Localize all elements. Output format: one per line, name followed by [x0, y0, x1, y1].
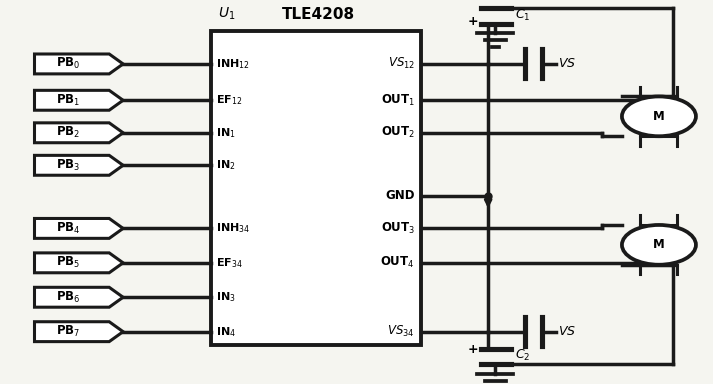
Text: $VS_{12}$: $VS_{12}$ — [388, 56, 415, 71]
Text: PB$_0$: PB$_0$ — [56, 56, 81, 71]
Circle shape — [622, 225, 696, 265]
Text: +: + — [467, 343, 478, 356]
Text: IN$_4$: IN$_4$ — [216, 325, 237, 339]
Polygon shape — [34, 54, 123, 74]
Polygon shape — [34, 287, 123, 307]
Text: OUT$_2$: OUT$_2$ — [381, 125, 415, 140]
Text: +: + — [467, 15, 478, 28]
Text: $VS$: $VS$ — [558, 325, 576, 338]
Text: M: M — [653, 238, 665, 252]
Text: $VS_{34}$: $VS_{34}$ — [387, 324, 415, 339]
Text: OUT$_3$: OUT$_3$ — [381, 221, 415, 236]
Polygon shape — [34, 90, 123, 110]
Text: GND: GND — [385, 189, 415, 202]
Text: PB$_7$: PB$_7$ — [56, 324, 81, 339]
Text: INH$_{34}$: INH$_{34}$ — [216, 222, 250, 235]
Text: OUT$_4$: OUT$_4$ — [381, 255, 415, 270]
Text: PB$_6$: PB$_6$ — [56, 290, 81, 305]
Text: PB$_4$: PB$_4$ — [56, 221, 81, 236]
Text: IN$_1$: IN$_1$ — [216, 126, 236, 140]
Text: PB$_1$: PB$_1$ — [56, 93, 81, 108]
Polygon shape — [34, 123, 123, 143]
Text: $U_1$: $U_1$ — [217, 5, 235, 22]
Polygon shape — [34, 218, 123, 238]
Polygon shape — [34, 322, 123, 342]
Text: OUT$_1$: OUT$_1$ — [381, 93, 415, 108]
Text: IN$_2$: IN$_2$ — [216, 158, 236, 172]
Polygon shape — [34, 253, 123, 273]
Text: TLE4208: TLE4208 — [282, 7, 355, 22]
Polygon shape — [34, 156, 123, 175]
Text: EF$_{34}$: EF$_{34}$ — [216, 256, 243, 270]
Text: PB$_5$: PB$_5$ — [56, 255, 81, 270]
Circle shape — [622, 96, 696, 136]
Bar — [210, 31, 421, 345]
Text: INH$_{12}$: INH$_{12}$ — [216, 57, 250, 71]
Text: M: M — [653, 110, 665, 123]
Text: $VS$: $VS$ — [558, 58, 576, 70]
Text: $C_2$: $C_2$ — [515, 348, 530, 363]
Text: PB$_2$: PB$_2$ — [56, 125, 81, 140]
Text: PB$_3$: PB$_3$ — [56, 158, 81, 173]
Text: $C_1$: $C_1$ — [515, 8, 530, 23]
Text: EF$_{12}$: EF$_{12}$ — [216, 93, 242, 107]
Text: IN$_3$: IN$_3$ — [216, 290, 236, 304]
